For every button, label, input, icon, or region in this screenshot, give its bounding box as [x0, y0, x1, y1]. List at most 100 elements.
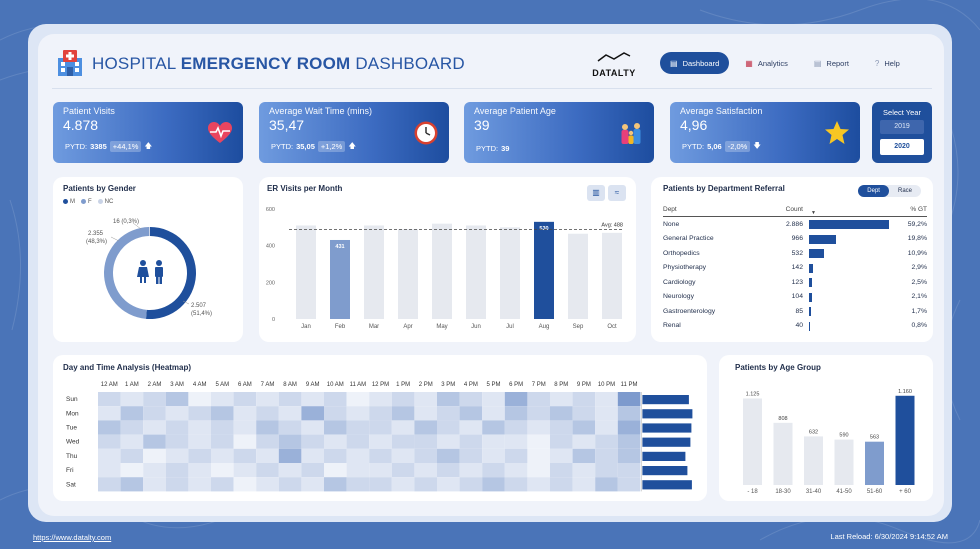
heatmap-cell[interactable] [324, 477, 347, 492]
heatmap-cell[interactable] [482, 434, 505, 449]
heatmap-cell[interactable] [391, 392, 415, 407]
heatmap-cell[interactable] [617, 406, 641, 421]
heatmap-cell[interactable] [324, 420, 347, 435]
heatmap-cell[interactable] [369, 434, 392, 449]
heatmap-cell[interactable] [437, 463, 460, 478]
heatmap-cell[interactable] [211, 477, 234, 492]
bar-sep[interactable] [568, 233, 588, 319]
heatmap-cell[interactable] [98, 434, 121, 449]
heatmap-cell[interactable] [120, 448, 144, 463]
heatmap-cell[interactable] [165, 434, 189, 449]
heatmap-cell[interactable] [459, 420, 483, 435]
heatmap-cell[interactable] [211, 392, 234, 407]
heatmap-cell[interactable] [437, 448, 460, 463]
heatmap-cell[interactable] [256, 434, 279, 449]
heatmap-cell[interactable] [165, 406, 189, 421]
heatmap-cell[interactable] [391, 434, 415, 449]
heatmap-cell[interactable] [414, 448, 437, 463]
heatmap-cell[interactable] [617, 392, 641, 407]
heatmap-cell[interactable] [414, 392, 437, 407]
donut-slice-m[interactable] [145, 227, 196, 319]
heatmap-cell[interactable] [188, 392, 211, 407]
heatmap-cell[interactable] [120, 392, 144, 407]
heatmap-cell[interactable] [459, 434, 483, 449]
heatmap-cell[interactable] [256, 463, 279, 478]
heatmap-cell[interactable] [233, 392, 257, 407]
heatmap-cell[interactable] [301, 420, 324, 435]
heatmap-cell[interactable] [617, 463, 641, 478]
heatmap-cell[interactable] [188, 434, 211, 449]
heatmap-cell[interactable] [414, 406, 437, 421]
heatmap-cell[interactable] [98, 448, 121, 463]
heatmap-cell[interactable] [211, 463, 234, 478]
heatmap-cell[interactable] [527, 392, 550, 407]
heatmap-cell[interactable] [595, 434, 618, 449]
heatmap-cell[interactable] [188, 477, 211, 492]
heatmap-cell[interactable] [278, 434, 302, 449]
col-gt[interactable]: % GT [910, 206, 927, 213]
heatmap-cell[interactable] [165, 477, 189, 492]
nav-dashboard-button[interactable]: ▤ Dashboard [660, 52, 730, 74]
heatmap-cell[interactable] [527, 420, 550, 435]
heatmap-cell[interactable] [369, 448, 392, 463]
heatmap-cell[interactable] [165, 463, 189, 478]
heatmap-cell[interactable] [278, 392, 302, 407]
heatmap-cell[interactable] [572, 406, 596, 421]
heatmap-cell[interactable] [504, 406, 528, 421]
donut-slice-f[interactable] [103, 227, 150, 319]
heatmap-cell[interactable] [572, 448, 596, 463]
heatmap-cell[interactable] [391, 448, 415, 463]
table-row[interactable]: General Practice 966 19,8% [663, 232, 927, 247]
heatmap-cell[interactable] [278, 420, 302, 435]
heatmap-cell[interactable] [572, 463, 596, 478]
heatmap-cell[interactable] [437, 434, 460, 449]
heatmap-cell[interactable] [595, 448, 618, 463]
heatmap-cell[interactable] [233, 434, 257, 449]
heatmap-cell[interactable] [188, 420, 211, 435]
heatmap-cell[interactable] [482, 463, 505, 478]
heatmap-cell[interactable] [527, 448, 550, 463]
heatmap-cell[interactable] [617, 477, 641, 492]
heatmap-cell[interactable] [572, 392, 596, 407]
heatmap-cell[interactable] [527, 463, 550, 478]
heatmap-cell[interactable] [301, 463, 324, 478]
heatmap-cell[interactable] [256, 420, 279, 435]
heatmap-cell[interactable] [346, 477, 370, 492]
heatmap-cell[interactable] [143, 463, 166, 478]
heatmap-cell[interactable] [143, 448, 166, 463]
heatmap-cell[interactable] [211, 448, 234, 463]
heatmap-cell[interactable] [301, 448, 324, 463]
bar-mar[interactable] [364, 225, 384, 320]
heatmap-cell[interactable] [369, 392, 392, 407]
heatmap-cell[interactable] [143, 392, 166, 407]
heatmap-cell[interactable] [369, 420, 392, 435]
heatmap-cell[interactable] [617, 434, 641, 449]
heatmap-cell[interactable] [120, 434, 144, 449]
heatmap-cell[interactable] [211, 420, 234, 435]
heatmap-cell[interactable] [188, 448, 211, 463]
heatmap-cell[interactable] [482, 477, 505, 492]
heatmap-cell[interactable] [504, 463, 528, 478]
nav-report-button[interactable]: ▤ Report [813, 58, 849, 68]
heatmap-cell[interactable] [437, 392, 460, 407]
heatmap-cell[interactable] [346, 434, 370, 449]
heatmap-cell[interactable] [595, 406, 618, 421]
nav-analytics-button[interactable]: ▦ Analytics [745, 58, 788, 68]
heatmap-cell[interactable] [482, 448, 505, 463]
heatmap-cell[interactable] [233, 406, 257, 421]
heatmap-cell[interactable] [595, 477, 618, 492]
heatmap-cell[interactable] [504, 448, 528, 463]
heatmap-cell[interactable] [527, 477, 550, 492]
heatmap-cell[interactable] [550, 420, 573, 435]
heatmap-cell[interactable] [143, 477, 166, 492]
bar-may[interactable] [432, 223, 452, 319]
heatmap-cell[interactable] [437, 477, 460, 492]
heatmap-cell[interactable] [391, 406, 415, 421]
heatmap-cell[interactable] [256, 448, 279, 463]
heatmap-cell[interactable] [550, 434, 573, 449]
heatmap-cell[interactable] [527, 406, 550, 421]
heatmap-cell[interactable] [98, 392, 121, 407]
bar-jan[interactable] [296, 225, 316, 320]
col-count[interactable]: Count [785, 206, 803, 213]
heatmap-cell[interactable] [233, 477, 257, 492]
